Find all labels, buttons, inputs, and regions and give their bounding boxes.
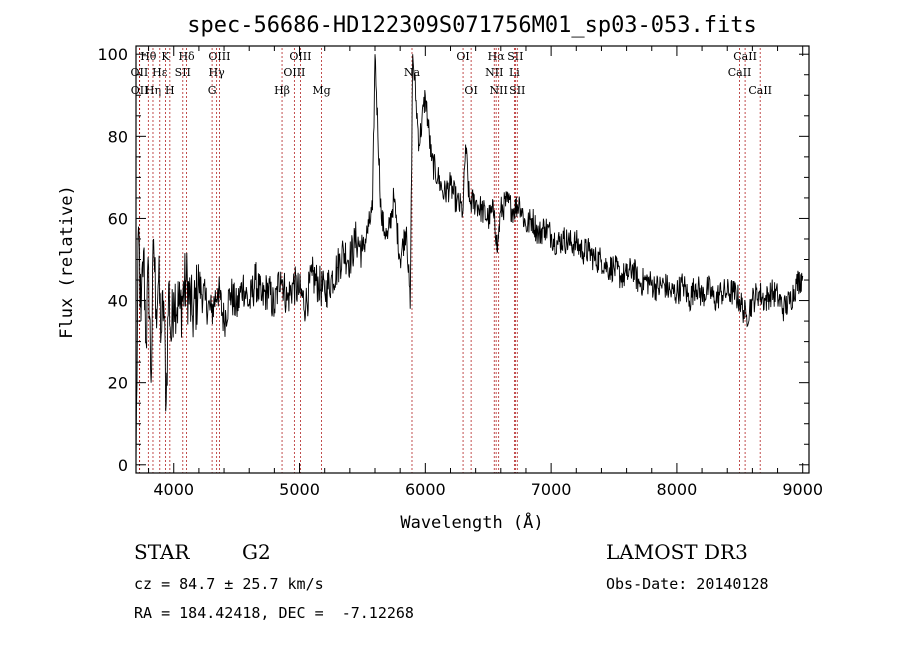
x-tick-label: 9000 [782,480,823,499]
spectral-line-label: Mg [312,84,330,97]
spectral-line-label: NII [485,66,503,79]
object-class: STAR [134,540,190,564]
y-tick-label: 60 [108,209,128,228]
spectral-line-label: Li [509,66,520,79]
spectral-line-label: Hδ [178,50,195,63]
spectral-line-label: SII [175,66,191,79]
x-tick-label: 5000 [279,480,320,499]
redshift-text: cz = 84.7 ± 25.7 km/s [134,575,324,593]
x-tick-label: 4000 [153,480,194,499]
x-tick-label: 6000 [405,480,446,499]
spectral-line-label: Hη [145,84,161,97]
y-tick-label: 0 [118,456,128,475]
spectral-line-label: CaII [728,66,752,79]
survey-name: LAMOST DR3 [606,540,748,564]
spectral-line-label: NII [490,84,508,97]
spectral-line-label: Hα [488,50,506,63]
subclass: G2 [242,540,271,564]
y-tick-label: 80 [108,127,128,146]
chart-title: spec-56686-HD122309S071756M01_sp03-053.f… [187,13,757,38]
spectral-line-label: OIII [283,66,305,79]
plot-frame [135,45,810,474]
x-axis-ticks: 4000 5000 6000 7000 8000 9000 [148,46,823,499]
y-tick-label: 40 [108,292,128,311]
spectral-line-label: OII [131,84,149,97]
spectral-line-label: SII [509,84,525,97]
spectral-line-label: CaII [748,84,772,97]
y-tick-label: 100 [97,45,128,64]
spectral-line-label: K [161,50,170,63]
spectral-line-label: OI [456,50,469,63]
x-axis-label: Wavelength (Å) [400,511,543,533]
spectral-line-label: Hε [152,66,168,79]
y-tick-label: 20 [108,374,128,393]
spectral-line-label: OIII [208,50,230,63]
y-axis-ticks: 0 20 40 60 80 100 [97,45,809,475]
spectral-line-label: CaII [733,50,757,63]
spectral-line-label: OIII [289,50,311,63]
spectral-line-label: Hβ [274,84,290,97]
x-tick-label: 7000 [531,480,572,499]
y-axis-label: Flux (relative) [57,185,77,339]
spectral-line-label: G [208,84,217,97]
spectral-line-label: Hγ [209,66,226,79]
spectrum-series [135,54,804,465]
x-tick-label: 8000 [657,480,698,499]
spectral-line-label: SII [507,50,523,63]
spectral-line-label: OI [464,84,477,97]
coordinates-text: RA = 184.42418, DEC = -7.12268 [134,604,414,622]
spectrum-line [135,54,804,465]
obs-date-text: Obs-Date: 20140128 [606,575,769,593]
spectral-line-label: H [165,84,175,97]
spectral-line-label: Hθ [140,50,157,63]
